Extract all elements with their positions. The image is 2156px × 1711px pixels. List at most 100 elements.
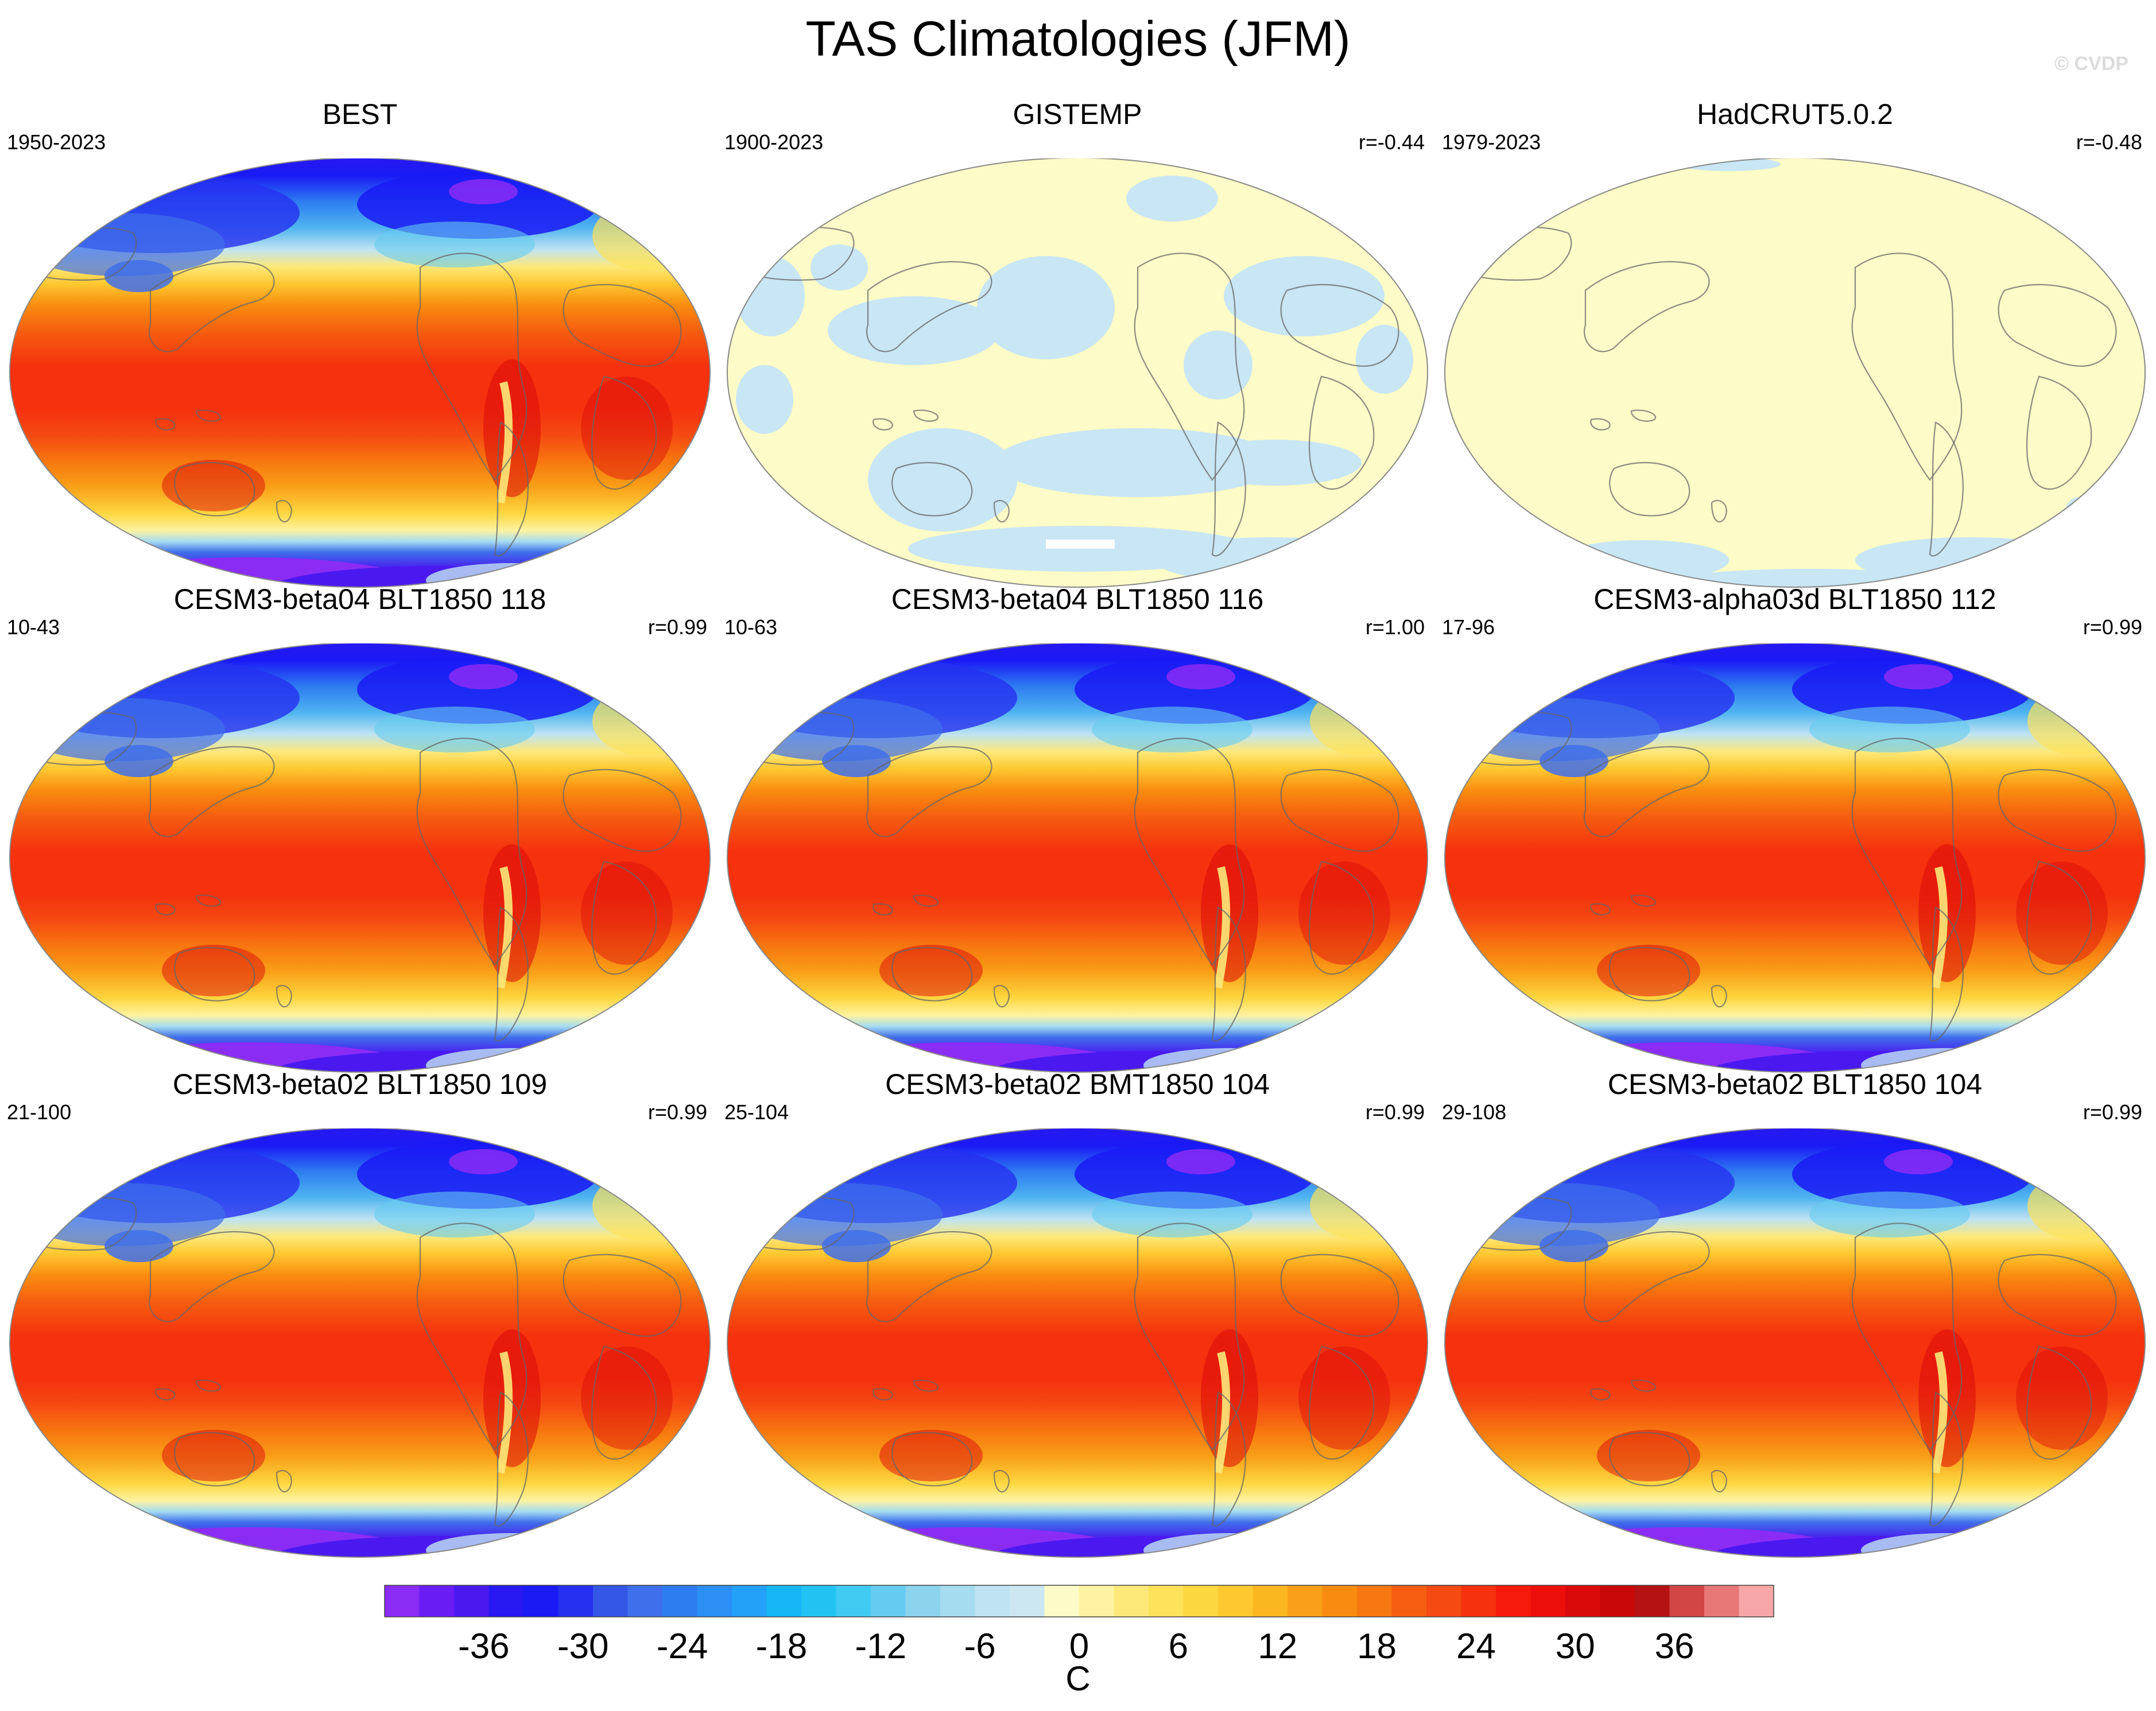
colorbar-tick-label: -18 (756, 1627, 808, 1666)
panel-years-label: 1900-2023 (724, 130, 824, 154)
colorbar-bin (1114, 1585, 1149, 1617)
colorbar-bin (766, 1585, 802, 1617)
colorbar-tick-label: 24 (1456, 1627, 1496, 1666)
colorbar-tick-label: 0 (1069, 1627, 1089, 1666)
map-outline (9, 1128, 711, 1558)
colorbar-bin (940, 1585, 975, 1617)
panel-correlation-label: r=-0.44 (1358, 130, 1425, 154)
map-panel: CESM3-beta04 BLT1850 116 10-63 r=1.00 (724, 583, 1430, 1073)
map-outline (1444, 643, 2146, 1073)
map-panel: CESM3-beta04 BLT1850 118 10-43 r=0.99 (7, 583, 713, 1073)
colorbar-bin (1669, 1585, 1705, 1617)
panel-years-label: 21-100 (7, 1100, 72, 1124)
map-panel: BEST 1950-2023 (7, 98, 713, 588)
colorbar-tick-label: 30 (1556, 1627, 1595, 1666)
colorbar-tick-label: -6 (964, 1627, 996, 1666)
colorbar-tick-label: 6 (1169, 1627, 1188, 1666)
colorbar-bin (1079, 1585, 1114, 1617)
colorbar-tick-label: -36 (458, 1627, 510, 1666)
panel-years-label: 17-96 (1442, 615, 1495, 639)
colorbar-frame (384, 1585, 1774, 1617)
map-outline (727, 643, 1428, 1073)
map-panel: HadCRUT5.0.2 1979-2023 r=-0.48 (1442, 98, 2148, 588)
colorbar-bin (1010, 1585, 1045, 1617)
figure-title: TAS Climatologies (JFM) (805, 11, 1351, 67)
colorbar-bin (1183, 1585, 1219, 1617)
panel-years-label: 1950-2023 (7, 130, 106, 154)
map-panel: CESM3-beta02 BLT1850 109 21-100 r=0.99 (7, 1068, 713, 1558)
map-outline (9, 158, 711, 588)
colorbar-bin (419, 1585, 455, 1617)
colorbar-bin (385, 1585, 420, 1617)
panel-years-label: 25-104 (724, 1100, 789, 1124)
watermark: © CVDP (2054, 53, 2128, 75)
temperature-map (727, 158, 1428, 588)
panel-years-label: 10-63 (724, 615, 778, 639)
colorbar-bin (975, 1585, 1010, 1617)
colorbar-bin (732, 1585, 767, 1617)
panel-correlation-label: r=0.99 (647, 615, 707, 639)
colorbar-bin (1218, 1585, 1253, 1617)
map-outline (1444, 1128, 2146, 1558)
colorbar-tick-label: -30 (557, 1627, 609, 1666)
map-outline (727, 1128, 1428, 1558)
temperature-map (1444, 1128, 2146, 1558)
panel-title: CESM3-beta04 BLT1850 118 (173, 583, 546, 615)
colorbar-bin (1530, 1585, 1566, 1617)
panel-correlation-label: r=0.99 (2083, 1100, 2142, 1124)
colorbar-bin (627, 1585, 663, 1617)
colorbar-bin (836, 1585, 871, 1617)
panel-correlation-label: r=1.00 (1365, 615, 1425, 639)
colorbar-bin (454, 1585, 489, 1617)
panel-correlation-label: r=0.99 (647, 1100, 707, 1124)
panel-correlation-label: r=0.99 (2083, 615, 2142, 639)
map-outline (9, 643, 711, 1073)
colorbar-tick-label: -24 (657, 1627, 708, 1666)
colorbar-bin (1600, 1585, 1635, 1617)
panel-title: HadCRUT5.0.2 (1697, 98, 1893, 130)
panel-title: BEST (322, 98, 398, 130)
temperature-map (9, 158, 711, 588)
panel-title: CESM3-beta04 BLT1850 116 (891, 583, 1264, 615)
panel-correlation-label: r=-0.48 (2076, 130, 2142, 154)
colorbar-bin (1288, 1585, 1323, 1617)
colorbar-tick-label: 12 (1258, 1627, 1297, 1666)
panel-title: CESM3-beta02 BLT1850 104 (1607, 1068, 1983, 1100)
colorbar-bin (1704, 1585, 1739, 1617)
colorbar-tick-label: 36 (1655, 1627, 1694, 1666)
panel-years-label: 10-43 (7, 615, 60, 639)
panel-title: CESM3-alpha03d BLT1850 112 (1593, 583, 1996, 615)
map-outline (727, 158, 1428, 588)
colorbar: -36 -30 -24 -18 -12 -6 0 6 12 18 24 30 36 (384, 1585, 1774, 1666)
panel-correlation-label: r=0.99 (1365, 1100, 1425, 1124)
panel-title: GISTEMP (1013, 98, 1142, 130)
map-panel: CESM3-beta02 BLT1850 104 29-108 r=0.99 (1442, 1068, 2148, 1558)
temperature-map (9, 1128, 711, 1558)
colorbar-bin (662, 1585, 697, 1617)
map-panel: CESM3-beta02 BMT1850 104 25-104 r=0.99 (724, 1068, 1430, 1558)
colorbar-bin (1496, 1585, 1531, 1617)
temperature-map (727, 1128, 1428, 1558)
colorbar-bin (1253, 1585, 1288, 1617)
colorbar-tick-label: -12 (855, 1627, 906, 1666)
colorbar-bin (488, 1585, 524, 1617)
panel-years-label: 29-108 (1442, 1100, 1507, 1124)
map-panel: GISTEMP 1900-2023 r=-0.44 (724, 98, 1430, 588)
temperature-map (1444, 643, 2146, 1073)
colorbar-bin (1461, 1585, 1496, 1617)
panel-title: CESM3-beta02 BMT1850 104 (885, 1068, 1270, 1100)
colorbar-bin (524, 1585, 559, 1617)
colorbar-bin (871, 1585, 906, 1617)
map-outline (1444, 158, 2146, 588)
temperature-map (1444, 158, 2146, 588)
colorbar-bin (697, 1585, 732, 1617)
colorbar-bin (1426, 1585, 1461, 1617)
colorbar-bin (1044, 1585, 1080, 1617)
colorbar-bin (1357, 1585, 1392, 1617)
colorbar-bin (1391, 1585, 1427, 1617)
colorbar-bin (905, 1585, 941, 1617)
panel-years-label: 1979-2023 (1442, 130, 1541, 154)
colorbar-bin (801, 1585, 836, 1617)
colorbar-unit-label: C (1065, 1659, 1091, 1698)
colorbar-bin (1565, 1585, 1600, 1617)
